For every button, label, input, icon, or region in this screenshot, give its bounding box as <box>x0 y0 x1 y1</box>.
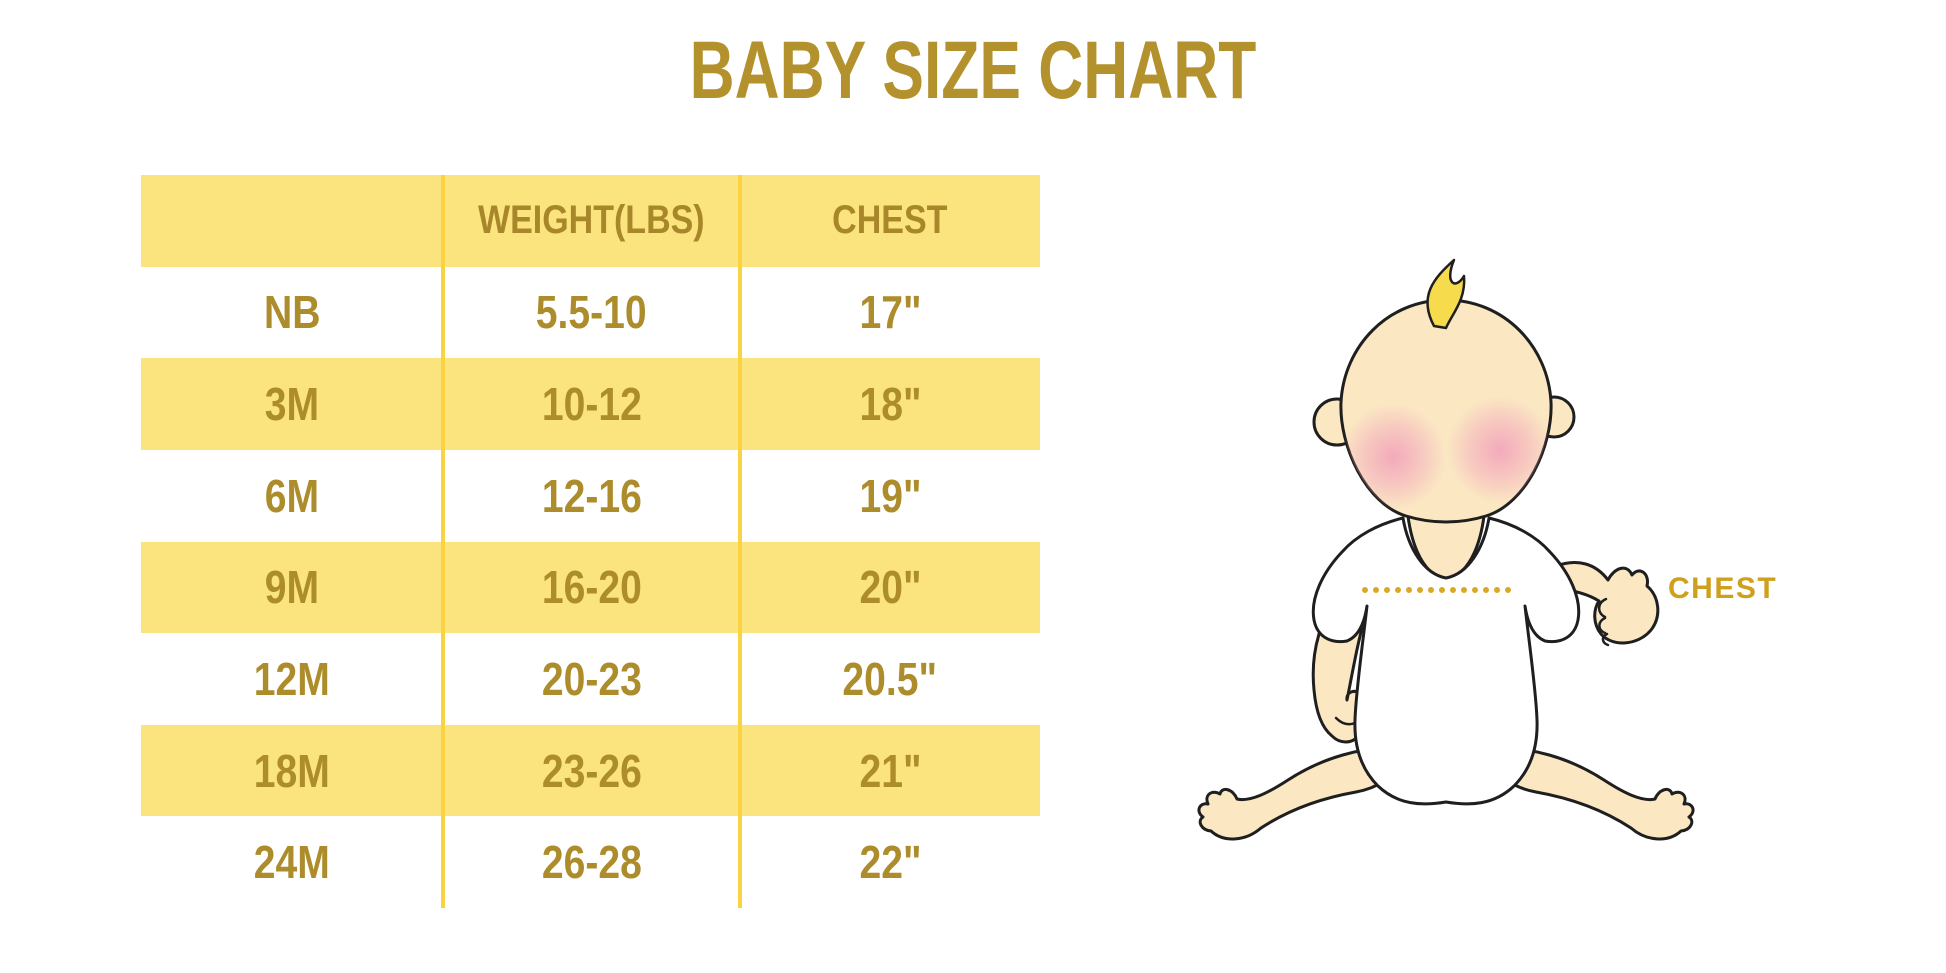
size-cell: NB <box>141 267 443 359</box>
chest-value: 22" <box>858 836 922 889</box>
column-divider <box>738 175 742 908</box>
table-row: NB 5.5-10 17" <box>141 267 1040 359</box>
baby-svg <box>1197 258 1695 841</box>
size-value: 9M <box>264 561 320 614</box>
baby-leg-right <box>1488 746 1695 841</box>
chest-cell: 21" <box>740 725 1040 817</box>
size-value: 18M <box>253 744 331 797</box>
chest-value: 21" <box>858 744 922 797</box>
weight-cell: 12-16 <box>443 450 740 542</box>
baby-hair-curl-icon <box>1426 258 1466 330</box>
weight-cell: 26-28 <box>443 816 740 908</box>
chest-value: 18" <box>858 378 922 431</box>
header-cell-weight: WEIGHT(LBS) <box>443 175 740 267</box>
size-table: WEIGHT(LBS) CHEST NB 5.5-10 17" 3M 10-12… <box>141 175 1040 908</box>
header-weight-label: WEIGHT(LBS) <box>478 198 705 243</box>
chest-cell: 18" <box>740 358 1040 450</box>
baby-blush-right <box>1446 396 1552 504</box>
weight-cell: 20-23 <box>443 633 740 725</box>
table-row: 3M 10-12 18" <box>141 358 1040 450</box>
chest-cell: 19" <box>740 450 1040 542</box>
size-cell: 6M <box>141 450 443 542</box>
chest-cell: 17" <box>740 267 1040 359</box>
weight-cell: 5.5-10 <box>443 267 740 359</box>
baby-hand-left-finger-line <box>1334 716 1357 726</box>
weight-cell: 23-26 <box>443 725 740 817</box>
weight-cell: 16-20 <box>443 542 740 634</box>
weight-value: 20-23 <box>541 652 642 705</box>
table-header-row: WEIGHT(LBS) CHEST <box>141 175 1040 267</box>
table-row: 6M 12-16 19" <box>141 450 1040 542</box>
header-cell-size <box>141 175 443 267</box>
page-title: BABY SIZE CHART <box>689 25 1257 116</box>
chest-cell: 22" <box>740 816 1040 908</box>
chest-value: 19" <box>858 469 922 522</box>
size-value: NB <box>263 286 321 339</box>
weight-value: 5.5-10 <box>536 286 647 339</box>
baby-onesie <box>1311 516 1581 806</box>
weight-value: 12-16 <box>541 469 642 522</box>
table-row: 9M 16-20 20" <box>141 541 1040 634</box>
weight-value: 10-12 <box>541 378 642 431</box>
baby-illustration <box>1150 250 1800 850</box>
table-row: 18M 23-26 21" <box>141 724 1040 817</box>
header-chest-label: CHEST <box>832 198 948 243</box>
baby-arm-right-fist <box>1554 561 1660 645</box>
chest-value: 20" <box>858 561 922 614</box>
weight-value: 23-26 <box>541 744 642 797</box>
chest-value: 20.5" <box>842 652 938 705</box>
size-value: 3M <box>264 378 320 431</box>
column-divider <box>441 175 445 908</box>
chest-value: 17" <box>858 286 922 339</box>
chest-cell: 20.5" <box>740 633 1040 725</box>
size-cell: 9M <box>141 542 443 634</box>
weight-value: 16-20 <box>541 561 642 614</box>
baby-fist-curl-lines <box>1597 597 1610 647</box>
table-row: 12M 20-23 20.5" <box>141 633 1040 725</box>
chest-cell: 20" <box>740 542 1040 634</box>
chest-callout-label: CHEST <box>1668 572 1778 605</box>
table-row: 24M 26-28 22" <box>141 816 1040 908</box>
size-cell: 18M <box>141 725 443 817</box>
weight-value: 26-28 <box>541 836 642 889</box>
weight-cell: 10-12 <box>443 358 740 450</box>
size-value: 6M <box>264 469 320 522</box>
size-cell: 24M <box>141 816 443 908</box>
baby-leg-left <box>1197 746 1404 841</box>
size-cell: 12M <box>141 633 443 725</box>
header-cell-chest: CHEST <box>740 175 1040 267</box>
size-value: 12M <box>253 652 331 705</box>
baby-blush-left <box>1340 403 1447 511</box>
size-cell: 3M <box>141 358 443 450</box>
size-value: 24M <box>253 836 331 889</box>
